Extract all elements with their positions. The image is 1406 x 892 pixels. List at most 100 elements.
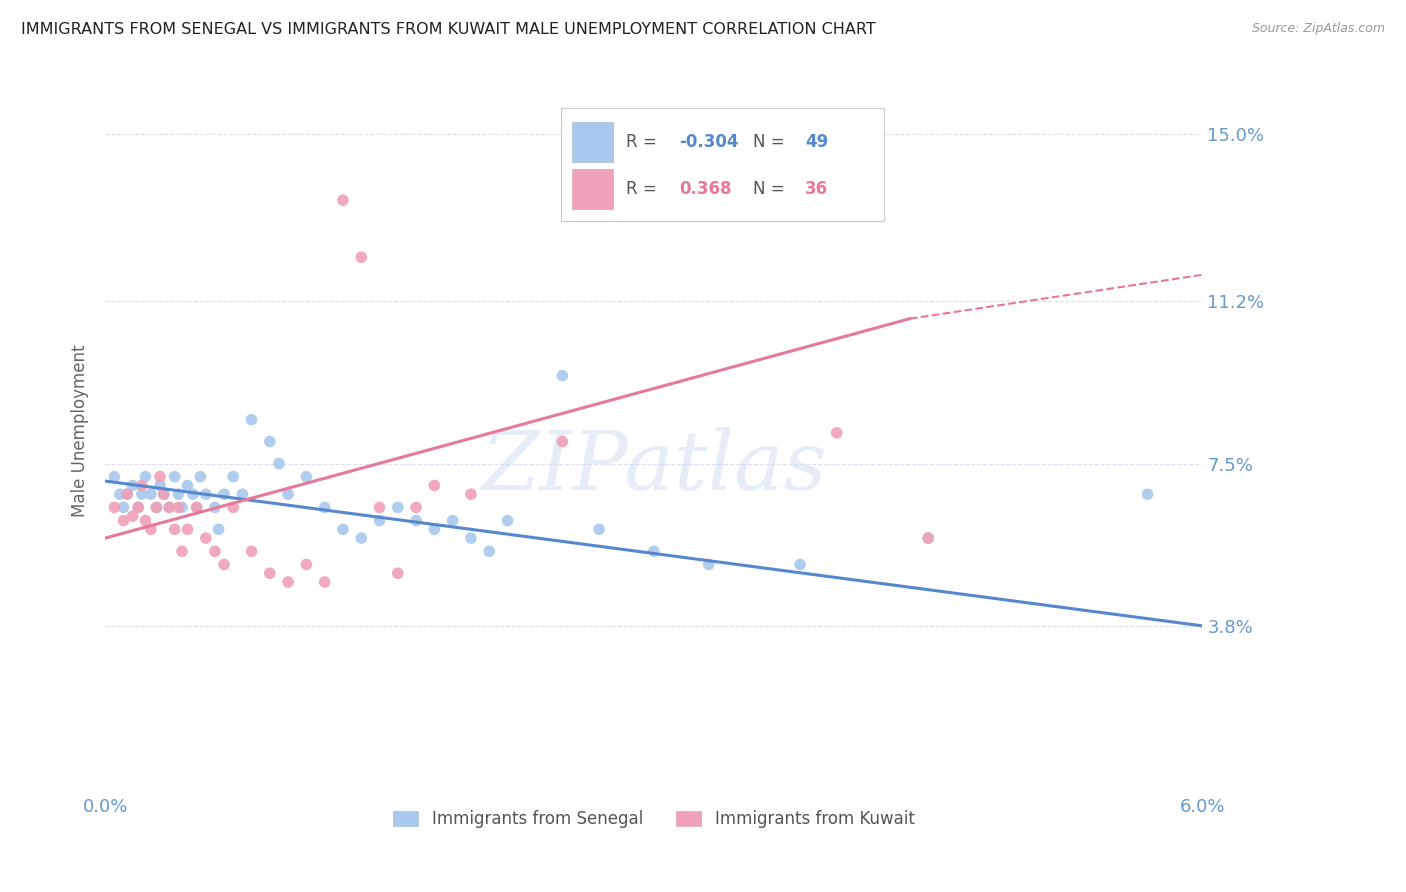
Point (314, 500, 336, 515)
Point (145, 500, 167, 515)
Point (115, 487, 138, 501)
Point (405, 514, 427, 528)
Point (387, 500, 409, 515)
Point (259, 434, 281, 449)
Point (139, 522, 162, 536)
Point (277, 574, 299, 589)
Point (551, 368, 574, 383)
Legend: Immigrants from Senegal, Immigrants from Kuwait: Immigrants from Senegal, Immigrants from… (387, 804, 921, 835)
Text: N =: N = (752, 133, 790, 151)
Text: ZIPatlas: ZIPatlas (481, 426, 827, 507)
Point (350, 250, 373, 264)
Point (170, 544, 193, 558)
Point (314, 574, 336, 589)
Point (643, 544, 665, 558)
Text: R =: R = (627, 180, 662, 198)
Point (295, 558, 318, 572)
Point (167, 500, 190, 515)
Point (152, 487, 174, 501)
Point (350, 531, 373, 545)
Point (277, 487, 299, 501)
Point (332, 522, 354, 536)
Point (204, 500, 226, 515)
Text: R =: R = (627, 133, 662, 151)
Point (460, 487, 482, 501)
Point (103, 469, 125, 483)
Point (176, 522, 198, 536)
Point (917, 531, 939, 545)
Point (478, 544, 501, 558)
Point (170, 500, 193, 515)
Point (188, 469, 211, 483)
Point (108, 487, 131, 501)
Point (405, 500, 427, 515)
Point (157, 500, 180, 515)
Point (181, 487, 204, 501)
Point (496, 514, 519, 528)
Text: 0.368: 0.368 (679, 180, 731, 198)
Point (460, 531, 482, 545)
Point (917, 531, 939, 545)
Point (267, 457, 290, 471)
Point (127, 500, 149, 515)
Text: -0.304: -0.304 (679, 133, 738, 151)
Point (152, 487, 174, 501)
Point (441, 514, 464, 528)
Point (240, 412, 263, 426)
Text: N =: N = (752, 180, 790, 198)
Point (103, 500, 125, 515)
Point (121, 478, 143, 492)
Point (222, 469, 245, 483)
Text: 36: 36 (806, 180, 828, 198)
Point (368, 500, 391, 515)
Point (423, 478, 446, 492)
Point (145, 500, 167, 515)
Point (186, 500, 208, 515)
Point (204, 544, 226, 558)
Point (131, 487, 153, 501)
Point (134, 514, 156, 528)
Point (112, 500, 135, 515)
Point (212, 487, 235, 501)
Text: 49: 49 (806, 133, 828, 151)
Point (387, 566, 409, 581)
Point (194, 531, 217, 545)
Point (789, 558, 811, 572)
Point (825, 425, 848, 440)
Point (207, 522, 229, 536)
Point (1136, 487, 1159, 501)
Point (149, 469, 172, 483)
FancyBboxPatch shape (572, 169, 613, 209)
Point (194, 487, 217, 501)
Point (186, 500, 208, 515)
Point (157, 500, 180, 515)
Point (176, 478, 198, 492)
Point (167, 487, 190, 501)
Text: IMMIGRANTS FROM SENEGAL VS IMMIGRANTS FROM KUWAIT MALE UNEMPLOYMENT CORRELATION : IMMIGRANTS FROM SENEGAL VS IMMIGRANTS FR… (21, 22, 876, 37)
Point (134, 469, 156, 483)
Point (131, 478, 153, 492)
Point (240, 544, 263, 558)
Point (332, 193, 354, 207)
Point (231, 487, 253, 501)
Point (139, 487, 162, 501)
Point (697, 558, 720, 572)
FancyBboxPatch shape (561, 108, 884, 220)
Point (368, 514, 391, 528)
Point (212, 558, 235, 572)
Point (295, 469, 318, 483)
Point (121, 509, 143, 524)
Point (127, 500, 149, 515)
FancyBboxPatch shape (572, 122, 613, 162)
Point (551, 434, 574, 449)
Y-axis label: Male Unemployment: Male Unemployment (72, 344, 89, 516)
Point (588, 522, 610, 536)
Point (423, 522, 446, 536)
Point (222, 500, 245, 515)
Point (259, 566, 281, 581)
Point (163, 469, 186, 483)
Point (149, 478, 172, 492)
Text: Source: ZipAtlas.com: Source: ZipAtlas.com (1251, 22, 1385, 36)
Point (115, 487, 138, 501)
Point (112, 514, 135, 528)
